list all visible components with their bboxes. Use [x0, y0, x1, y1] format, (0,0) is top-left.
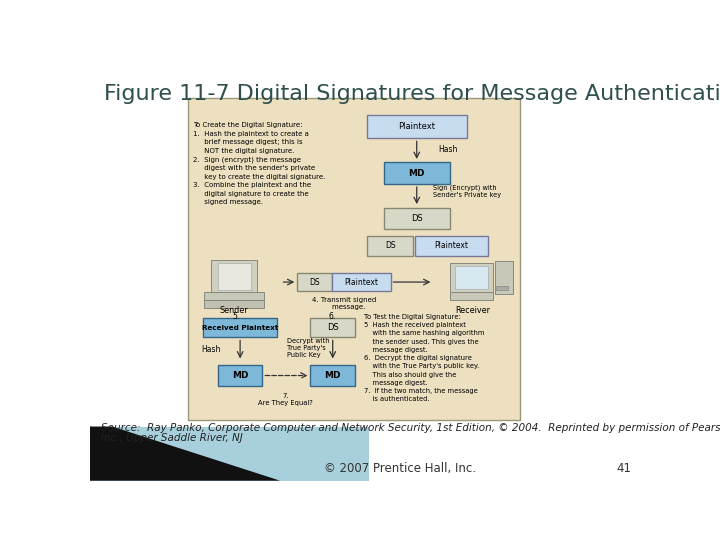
Text: Sign (Encrypt) with
Sender's Private key: Sign (Encrypt) with Sender's Private key: [433, 185, 501, 198]
Text: Inc., Upper Saddle River, NJ: Inc., Upper Saddle River, NJ: [101, 433, 243, 443]
Bar: [415, 235, 488, 256]
Bar: [455, 266, 488, 289]
Bar: [188, 98, 520, 420]
Text: 7.
Are They Equal?: 7. Are They Equal?: [258, 393, 313, 406]
Bar: [450, 292, 493, 300]
Text: 5.: 5.: [232, 312, 240, 321]
Bar: [367, 115, 467, 138]
Text: Hash: Hash: [201, 345, 220, 354]
Polygon shape: [112, 427, 369, 481]
Text: Plaintext: Plaintext: [435, 241, 469, 250]
Text: Hash: Hash: [438, 145, 458, 154]
Text: To Create the Digital Signature:
1.  Hash the plaintext to create a
     brief m: To Create the Digital Signature: 1. Hash…: [193, 122, 325, 205]
Text: 6.: 6.: [328, 312, 336, 321]
Bar: [495, 261, 513, 294]
Bar: [310, 318, 355, 338]
Bar: [217, 364, 262, 387]
Text: DS: DS: [411, 214, 423, 223]
Text: 4. Transmit signed
    message.: 4. Transmit signed message.: [312, 296, 376, 309]
Text: Receiver: Receiver: [456, 306, 490, 315]
Text: MD: MD: [408, 168, 425, 178]
Polygon shape: [90, 427, 302, 481]
Text: Source:  Ray Panko, Corporate Computer and Network Security, 1st Edition, © 2004: Source: Ray Panko, Corporate Computer an…: [101, 423, 720, 433]
Text: Received Plaintext: Received Plaintext: [202, 325, 278, 330]
Bar: [204, 300, 264, 308]
Bar: [310, 364, 355, 387]
Bar: [367, 235, 413, 256]
Text: Decrypt with
True Party's
Public Key: Decrypt with True Party's Public Key: [287, 338, 330, 358]
Text: Plaintext: Plaintext: [398, 122, 435, 131]
Bar: [211, 260, 257, 292]
Text: © 2007 Prentice Hall, Inc.: © 2007 Prentice Hall, Inc.: [324, 462, 476, 475]
Text: DS: DS: [310, 278, 320, 287]
Bar: [202, 318, 277, 338]
Bar: [450, 263, 493, 292]
Text: Plaintext: Plaintext: [344, 278, 379, 287]
Text: To Test the Digital Signature:
5  Hash the received plaintext
    with the same : To Test the Digital Signature: 5 Hash th…: [364, 314, 484, 402]
Bar: [204, 292, 264, 300]
Text: MD: MD: [232, 371, 248, 380]
Text: 41: 41: [616, 462, 631, 475]
Polygon shape: [90, 427, 280, 481]
Bar: [297, 273, 332, 292]
Text: Sender: Sender: [220, 306, 248, 315]
Text: DS: DS: [327, 323, 338, 332]
Text: Figure 11-7 Digital Signatures for Message Authentication: Figure 11-7 Digital Signatures for Messa…: [104, 84, 720, 104]
Bar: [333, 273, 390, 292]
Bar: [384, 162, 450, 184]
Text: MD: MD: [325, 371, 341, 380]
Bar: [496, 286, 508, 291]
Bar: [384, 208, 450, 229]
Text: DS: DS: [385, 241, 395, 250]
Bar: [217, 263, 251, 291]
